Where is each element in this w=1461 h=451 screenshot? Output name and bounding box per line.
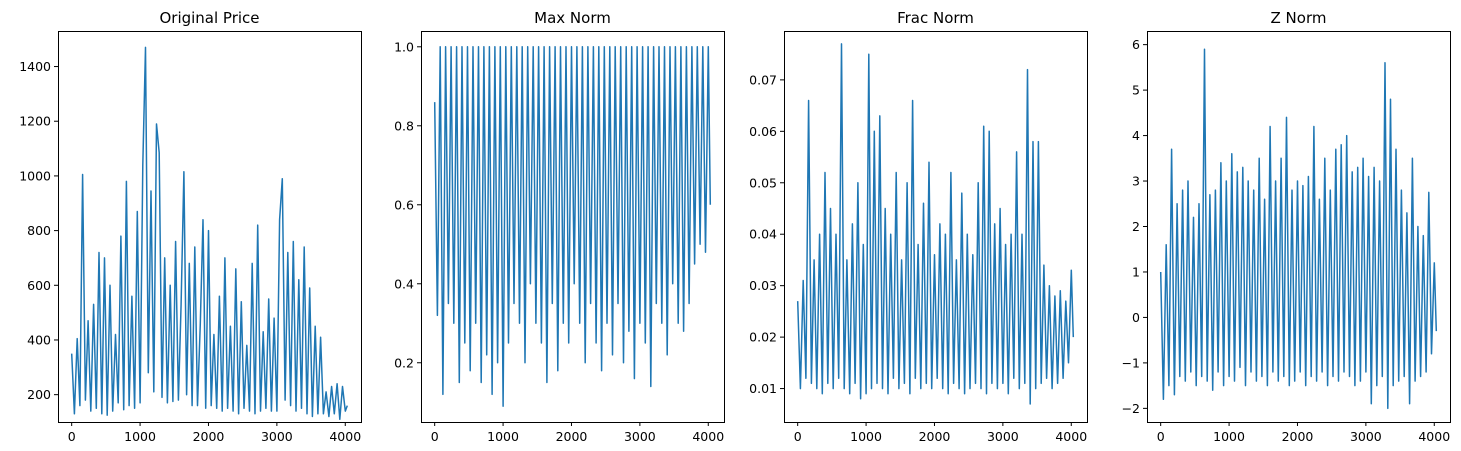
x-tick-label: 3000 xyxy=(1350,429,1382,444)
x-tick-label: 4000 xyxy=(1418,429,1450,444)
y-tick-label: −2 xyxy=(1122,401,1140,416)
axes-frame xyxy=(784,31,1088,423)
y-tick-label: 1000 xyxy=(19,168,51,183)
panel-max-norm: Max Norm 0 1000 2000 3000 4000 0.2 0.4 0.6 0.8 1.… xyxy=(394,9,725,444)
series-line xyxy=(796,43,1075,405)
y-tick-label: 0.07 xyxy=(749,72,777,87)
y-tick-label: −1 xyxy=(1122,355,1140,370)
axes-frame xyxy=(58,31,362,423)
series-line xyxy=(70,46,349,421)
y-tick-label: 0.8 xyxy=(394,118,414,133)
y-tick-label: 5 xyxy=(1132,83,1140,98)
chart-title: Frac Norm xyxy=(897,9,974,27)
y-tick-label: 6 xyxy=(1132,37,1140,52)
y-tick-label: 800 xyxy=(27,223,51,238)
x-tick-label: 3000 xyxy=(624,429,656,444)
x-tick-label: 0 xyxy=(431,429,439,444)
chart-title: Original Price xyxy=(159,9,259,27)
y-tick-label: 0.6 xyxy=(394,197,414,212)
axes-frame xyxy=(421,31,725,423)
y-tick-label: 400 xyxy=(27,332,51,347)
y-tick-label: 0.03 xyxy=(749,278,777,293)
x-tick-label: 1000 xyxy=(1213,429,1245,444)
x-tick-label: 2000 xyxy=(919,429,951,444)
y-tick-label: 3 xyxy=(1132,174,1140,189)
chart-title: Z Norm xyxy=(1271,9,1327,27)
y-tick-label: 600 xyxy=(27,278,51,293)
y-tick-label: 0.01 xyxy=(749,381,777,396)
x-tick-label: 4000 xyxy=(692,429,724,444)
x-tick-label: 3000 xyxy=(261,429,293,444)
x-tick-label: 2000 xyxy=(1282,429,1314,444)
y-tick-label: 0.04 xyxy=(749,227,777,242)
panel-frac-norm: Frac Norm 0 1000 2000 3000 4000 0.01 0.02 0.03 0… xyxy=(749,9,1088,444)
x-tick-label: 0 xyxy=(68,429,76,444)
y-tick-label: 2 xyxy=(1132,219,1140,234)
x-tick-label: 0 xyxy=(1157,429,1165,444)
x-tick-label: 1000 xyxy=(850,429,882,444)
y-tick-label: 0.05 xyxy=(749,175,777,190)
series-line xyxy=(433,46,712,407)
panel-original-price: Original Price 0 1000 2000 3000 4000 200 400 60… xyxy=(19,9,362,444)
y-tick-label: 1.0 xyxy=(394,39,414,54)
y-tick-label: 0 xyxy=(1132,310,1140,325)
y-tick-label: 1 xyxy=(1132,264,1140,279)
y-tick-label: 1200 xyxy=(19,114,51,129)
y-tick-label: 4 xyxy=(1132,128,1140,143)
y-tick-label: 0.4 xyxy=(394,276,414,291)
x-tick-label: 4000 xyxy=(329,429,361,444)
series-line xyxy=(1159,48,1438,410)
y-tick-label: 200 xyxy=(27,387,51,402)
x-tick-label: 4000 xyxy=(1055,429,1087,444)
x-tick-label: 3000 xyxy=(987,429,1019,444)
x-tick-label: 2000 xyxy=(556,429,588,444)
chart-title: Max Norm xyxy=(534,9,611,27)
axes-frame xyxy=(1147,31,1451,423)
y-tick-label: 0.02 xyxy=(749,330,777,345)
y-tick-label: 0.06 xyxy=(749,124,777,139)
x-tick-label: 2000 xyxy=(193,429,225,444)
x-tick-label: 1000 xyxy=(124,429,156,444)
panel-z-norm: Z Norm 0 1000 2000 3000 4000 −2 −1 0 1 2 3 4 5 6 xyxy=(1122,9,1451,444)
x-tick-label: 0 xyxy=(794,429,802,444)
x-tick-label: 1000 xyxy=(487,429,519,444)
y-tick-label: 0.2 xyxy=(394,355,414,370)
y-tick-label: 1400 xyxy=(19,59,51,74)
